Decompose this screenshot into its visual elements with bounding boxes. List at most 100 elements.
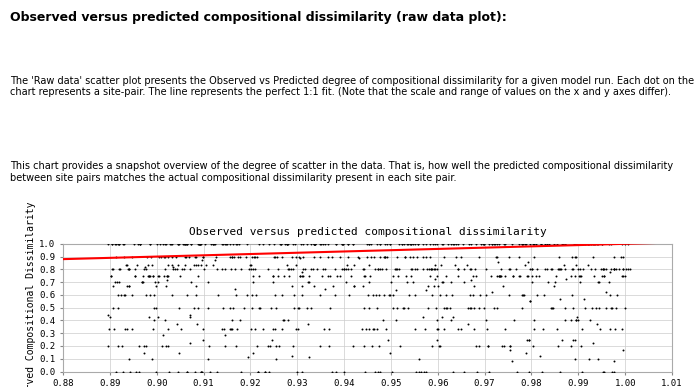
- Point: [197, 336, 209, 343]
- Point: [173, 368, 184, 375]
- Point: [377, 266, 388, 272]
- Point: [420, 253, 431, 260]
- Point: [283, 241, 294, 247]
- Point: [323, 326, 335, 332]
- Point: [486, 241, 498, 247]
- Point: [456, 253, 467, 260]
- Point: [498, 343, 510, 349]
- Text: The 'Raw data' scatter plot presents the Observed vs Predicted degree of composi: The 'Raw data' scatter plot presents the…: [10, 76, 694, 97]
- Point: [445, 279, 456, 285]
- Point: [295, 272, 306, 279]
- Point: [167, 266, 178, 272]
- Point: [477, 241, 489, 247]
- Point: [178, 241, 190, 247]
- Point: [202, 356, 214, 362]
- Point: [393, 272, 404, 279]
- Point: [297, 266, 308, 272]
- Point: [570, 241, 582, 247]
- Point: [260, 368, 271, 375]
- Point: [180, 241, 191, 247]
- Point: [356, 326, 368, 332]
- Point: [491, 253, 503, 260]
- Point: [337, 241, 348, 247]
- Point: [153, 253, 164, 260]
- Point: [229, 253, 240, 260]
- Point: [251, 343, 262, 349]
- Point: [465, 277, 476, 283]
- Point: [144, 313, 155, 320]
- Point: [485, 272, 496, 279]
- Point: [436, 262, 447, 268]
- Point: [358, 266, 369, 272]
- Point: [308, 241, 319, 247]
- Point: [253, 272, 265, 279]
- Point: [164, 368, 175, 375]
- Point: [432, 336, 443, 343]
- Point: [587, 253, 598, 260]
- Point: [437, 279, 448, 285]
- Point: [358, 343, 370, 349]
- Point: [619, 305, 630, 311]
- Point: [270, 305, 281, 311]
- Point: [447, 368, 458, 375]
- Point: [466, 305, 477, 311]
- Point: [398, 241, 409, 247]
- Point: [290, 326, 302, 332]
- Point: [288, 343, 299, 349]
- Point: [301, 241, 312, 247]
- Point: [130, 368, 141, 375]
- Point: [468, 305, 480, 311]
- Point: [580, 241, 591, 247]
- Point: [531, 292, 542, 298]
- Point: [382, 336, 393, 343]
- Point: [605, 292, 616, 298]
- Point: [119, 241, 130, 247]
- Point: [455, 326, 466, 332]
- Point: [247, 305, 258, 311]
- Point: [425, 266, 436, 272]
- Point: [326, 368, 337, 375]
- Point: [279, 241, 290, 247]
- Point: [519, 262, 530, 268]
- Point: [608, 253, 620, 260]
- Point: [458, 266, 470, 272]
- Text: Observed versus predicted compositional dissimilarity: Observed versus predicted compositional …: [188, 227, 547, 237]
- Point: [253, 368, 264, 375]
- Point: [404, 241, 415, 247]
- Point: [115, 266, 126, 272]
- Point: [514, 253, 525, 260]
- Point: [315, 253, 326, 260]
- Point: [426, 292, 438, 298]
- Point: [133, 343, 144, 349]
- Point: [392, 253, 403, 260]
- Point: [368, 292, 379, 298]
- Point: [105, 272, 116, 279]
- Point: [127, 253, 138, 260]
- Point: [573, 266, 584, 272]
- Point: [173, 305, 184, 311]
- Point: [149, 292, 160, 298]
- Point: [421, 266, 433, 272]
- Point: [309, 241, 320, 247]
- Point: [591, 320, 602, 327]
- Point: [316, 241, 327, 247]
- Point: [181, 241, 193, 247]
- Point: [219, 332, 230, 338]
- Point: [159, 241, 170, 247]
- Point: [517, 241, 528, 247]
- Point: [545, 305, 557, 311]
- Point: [573, 272, 584, 279]
- Point: [141, 253, 153, 260]
- Point: [284, 266, 295, 272]
- Point: [412, 266, 423, 272]
- Point: [342, 241, 354, 247]
- Point: [185, 266, 196, 272]
- Point: [430, 266, 441, 272]
- Point: [145, 253, 156, 260]
- Point: [139, 350, 150, 356]
- Point: [560, 317, 571, 324]
- Point: [538, 326, 549, 332]
- Point: [207, 241, 218, 247]
- Point: [275, 241, 286, 247]
- Point: [494, 272, 505, 279]
